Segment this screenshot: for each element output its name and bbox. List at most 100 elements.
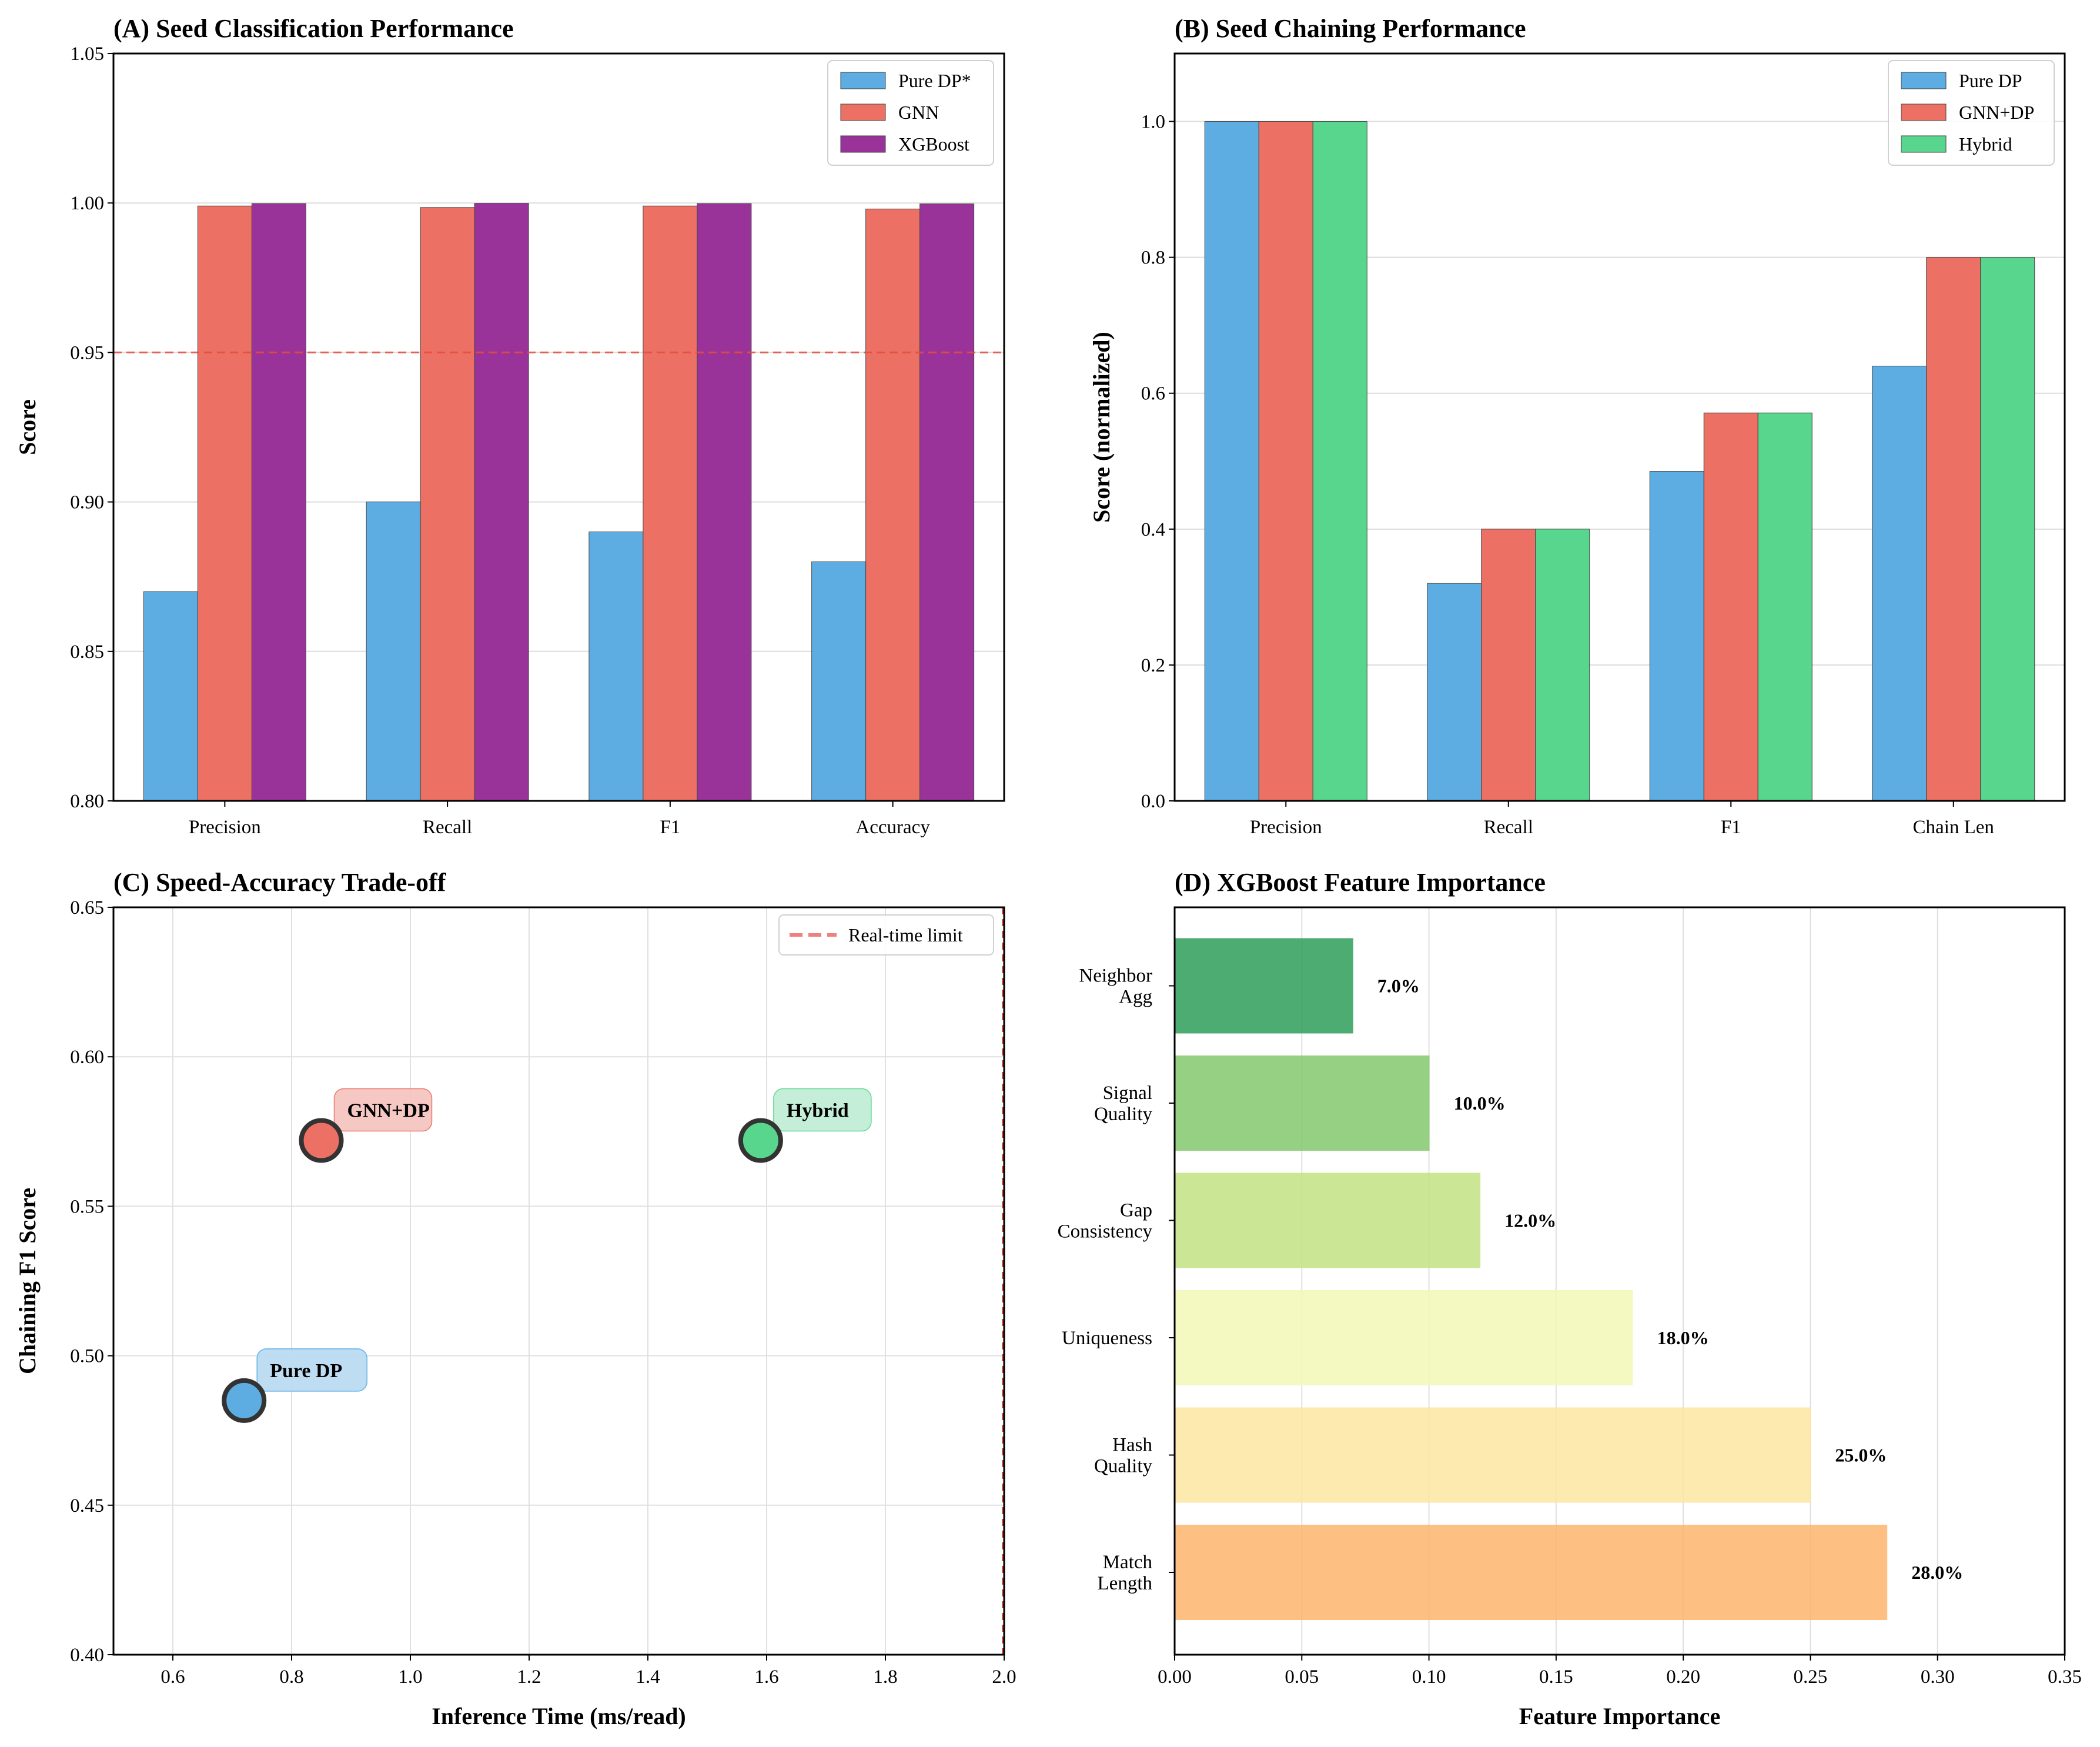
panel-b: 0.0 0.2 0.4 0.6 0.8 1.0 Precision Recall F1 Chain… — [1088, 14, 2066, 838]
point-label: Pure DP — [270, 1360, 342, 1382]
y-tick-label: 0.8 — [1141, 248, 1165, 269]
x-tick-label: 0.00 — [1158, 1666, 1192, 1688]
bar — [197, 205, 252, 801]
legend: Pure DP* GNN XGBoost — [827, 60, 994, 166]
scatter-point — [738, 1118, 783, 1163]
y-axis-label: Chaining F1 Score — [14, 1188, 41, 1374]
legend-frame — [778, 914, 994, 956]
x-tick-label: 0.30 — [1921, 1666, 1955, 1688]
bar-value-label: 7.0% — [1377, 976, 1420, 997]
bar — [1926, 257, 1981, 801]
bar — [143, 591, 198, 801]
legend-label: Pure DP — [1959, 70, 2022, 91]
y-tick-label: Agg — [1119, 987, 1152, 1008]
x-tick-label: 0.20 — [1666, 1666, 1700, 1688]
y-axis-label: Score (normalized) — [1088, 332, 1115, 523]
x-tick-label: 1.6 — [754, 1666, 778, 1688]
bar — [1174, 1173, 1481, 1268]
legend-label: Pure DP* — [898, 70, 971, 91]
x-tick-label: Accuracy — [855, 817, 930, 838]
x-tick-label: Precision — [189, 817, 261, 838]
x-tick-label: 1.8 — [873, 1666, 897, 1688]
legend-label: GNN+DP — [1959, 102, 2034, 123]
y-tick-label: Gap — [1120, 1200, 1152, 1221]
legend-swatch — [840, 72, 886, 89]
bar — [1174, 1525, 1888, 1620]
y-tick-label: 0.40 — [70, 1645, 104, 1666]
y-tick-label: Neighbor — [1079, 966, 1152, 987]
bar — [1312, 121, 1367, 801]
x-tick-label: 1.0 — [398, 1666, 422, 1688]
legend-swatch — [840, 103, 886, 121]
bar — [1649, 471, 1704, 801]
bar — [1481, 529, 1536, 801]
legend-label: Real-time limit — [848, 924, 963, 946]
legend-swatch — [1901, 135, 1947, 153]
y-tick-label: Signal — [1103, 1083, 1152, 1104]
bar — [366, 502, 421, 801]
y-tick-label: 0.6 — [1141, 383, 1165, 405]
bar-value-label: 12.0% — [1504, 1210, 1556, 1231]
y-tick-label: 0.4 — [1141, 519, 1165, 540]
legend: Real-time limit — [778, 914, 994, 956]
x-tick-label: 0.8 — [279, 1666, 303, 1688]
x-tick-label: 0.25 — [1794, 1666, 1828, 1688]
bar — [1980, 257, 2035, 801]
bar — [420, 207, 475, 801]
bar-value-label: 25.0% — [1835, 1445, 1887, 1466]
x-axis-label: Inference Time (ms/read) — [432, 1703, 686, 1729]
axes-frame — [1173, 906, 2066, 1656]
bar — [811, 561, 867, 801]
x-tick-label: F1 — [660, 817, 680, 838]
panel-d: 28.0% 25.0% 18.0% 12.0% 10.0% 7.0% MatchLength… — [1058, 868, 2082, 1729]
bar-value-label: 28.0% — [1911, 1562, 1963, 1583]
bar — [1757, 412, 1813, 801]
legend-label: XGBoost — [898, 133, 969, 155]
bar — [1258, 121, 1313, 801]
bar — [251, 203, 306, 801]
x-tick-label: 0.10 — [1412, 1666, 1446, 1688]
bar — [1174, 938, 1353, 1034]
legend: Pure DP GNN+DP Hybrid — [1888, 60, 2055, 166]
bar — [588, 531, 644, 801]
legend-swatch — [840, 135, 886, 153]
point-label-box — [773, 1088, 872, 1132]
x-tick-label: F1 — [1721, 817, 1741, 838]
point-label: GNN+DP — [347, 1100, 430, 1122]
x-tick-label: Recall — [1484, 817, 1533, 838]
point-label-box — [256, 1348, 367, 1392]
y-tick-label: Uniqueness — [1062, 1328, 1152, 1349]
panel-title: (B) Seed Chaining Performance — [1175, 14, 1526, 43]
panel-title: (C) Speed-Accuracy Trade-off — [113, 868, 447, 897]
y-tick-label: 0.55 — [70, 1196, 104, 1217]
point-label-box — [333, 1088, 433, 1132]
y-tick-label: 0.65 — [70, 897, 104, 918]
bar — [919, 203, 975, 801]
y-tick-label: 1.0 — [1141, 112, 1165, 133]
y-tick-label: 0.60 — [70, 1047, 104, 1068]
bar — [1703, 412, 1758, 801]
y-tick-label: 0.80 — [70, 791, 104, 812]
panel-title: (A) Seed Classification Performance — [113, 14, 514, 43]
x-tick-label: Precision — [1250, 817, 1322, 838]
x-axis-label: Feature Importance — [1519, 1703, 1721, 1729]
y-tick-label: 0.95 — [70, 342, 104, 363]
legend-swatch — [1901, 103, 1947, 121]
bar — [1174, 1407, 1811, 1503]
bar — [1174, 1290, 1633, 1385]
bar — [643, 205, 698, 801]
legend-swatch — [1901, 72, 1947, 89]
bar-value-label: 18.0% — [1657, 1327, 1709, 1348]
x-tick-label: 1.2 — [517, 1666, 541, 1688]
point-label: Hybrid — [787, 1100, 849, 1122]
bar — [865, 208, 921, 801]
y-tick-label: Length — [1098, 1573, 1153, 1594]
x-tick-label: 1.4 — [636, 1666, 660, 1688]
y-tick-label: 0.85 — [70, 642, 104, 663]
y-tick-label: 0.45 — [70, 1495, 104, 1516]
panel-c: Pure DP GNN+DP Hybrid 0.40 0.45 0.50 0.55 0.60 0… — [14, 868, 1016, 1729]
axes-frame — [1173, 52, 2066, 802]
x-tick-label: Recall — [423, 817, 472, 838]
legend-label: Hybrid — [1959, 133, 2012, 155]
